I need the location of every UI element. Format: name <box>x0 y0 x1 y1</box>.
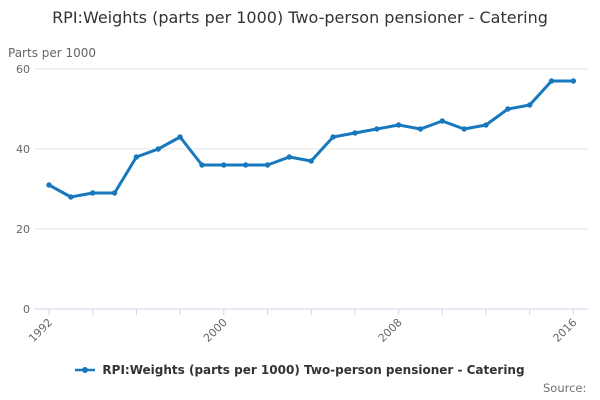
plot-area: 0 20 40 60 1992 2000 2008 2016 <box>16 63 588 345</box>
data-point <box>177 134 183 140</box>
data-point <box>439 118 445 124</box>
x-axis-tick-label: 2008 <box>376 316 405 345</box>
data-point <box>155 146 161 152</box>
chart-title: RPI:Weights (parts per 1000) Two-person … <box>0 8 600 28</box>
source-label: Source: <box>543 381 587 395</box>
chart-title-text: RPI:Weights (parts per 1000) Two-person … <box>52 8 548 27</box>
data-point <box>461 126 467 132</box>
data-point <box>374 126 380 132</box>
x-axis-tick-label: 1992 <box>26 316 55 345</box>
data-point <box>308 158 314 164</box>
data-point <box>286 154 293 160</box>
data-point <box>133 154 140 160</box>
data-point <box>330 134 336 140</box>
legend-item[interactable]: RPI:Weights (parts per 1000) Two-person … <box>75 363 525 377</box>
data-point <box>570 78 577 84</box>
legend-series-icon <box>75 367 96 373</box>
x-axis-tick-label: 2016 <box>551 316 580 345</box>
data-point <box>264 162 271 168</box>
series-line <box>47 79 575 199</box>
legend: RPI:Weights (parts per 1000) Two-person … <box>0 363 600 377</box>
data-point <box>68 194 74 200</box>
y-axis-tick-label: 60 <box>16 63 30 76</box>
data-point <box>417 126 424 132</box>
y-axis-tick-label: 20 <box>16 223 30 236</box>
data-point <box>505 106 511 112</box>
legend-label: RPI:Weights (parts per 1000) Two-person … <box>102 363 525 377</box>
y-axis-tick-label: 40 <box>16 143 30 156</box>
data-point <box>90 190 96 196</box>
data-point <box>548 78 555 84</box>
data-point <box>111 190 118 196</box>
data-point <box>483 122 489 128</box>
data-point <box>242 162 249 168</box>
y-axis-tick-label: 0 <box>23 303 30 316</box>
data-point <box>352 130 358 136</box>
data-point <box>221 162 227 168</box>
data-point <box>46 182 52 188</box>
data-point <box>395 122 402 128</box>
data-point <box>527 102 533 108</box>
y-axis-units-label: Parts per 1000 <box>8 46 97 60</box>
x-axis-tick-label: 2000 <box>201 316 230 345</box>
data-point <box>199 162 205 168</box>
